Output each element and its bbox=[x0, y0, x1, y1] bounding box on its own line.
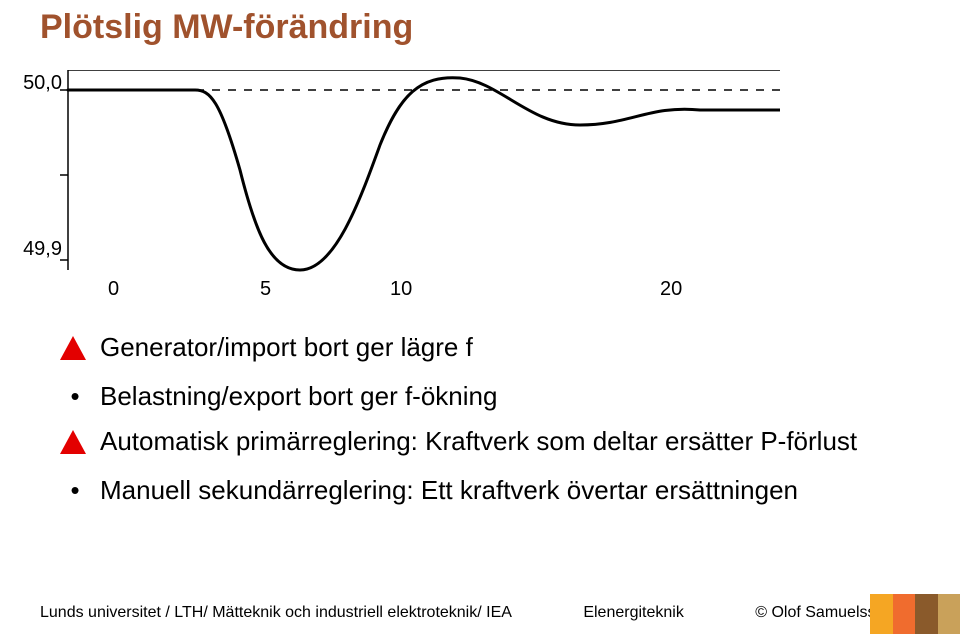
x-axis-label: 0 bbox=[108, 278, 119, 301]
list-item: Generator/import bort ger lägre f bbox=[60, 330, 900, 369]
corner-color-segment bbox=[915, 594, 938, 634]
x-axis-label: 10 bbox=[390, 278, 412, 301]
corner-color-segment bbox=[893, 594, 916, 634]
bullet-text: Manuell sekundärreglering: Ett kraftverk… bbox=[100, 473, 798, 508]
bullet-list: Generator/import bort ger lägre f • Belast… bbox=[60, 330, 900, 518]
bullet-text: Generator/import bort ger lägre f bbox=[100, 330, 473, 365]
x-axis-label: 20 bbox=[660, 278, 682, 301]
frequency-chart bbox=[60, 70, 780, 285]
bullet-dot-icon: • bbox=[60, 379, 90, 414]
corner-color-segment bbox=[938, 594, 960, 634]
footer-mid: Elenergiteknik bbox=[583, 604, 684, 622]
footer-left: Lunds universitet / LTH/ Mätteknik och i… bbox=[40, 604, 512, 622]
y-axis-lower-label: 49,9 bbox=[12, 238, 62, 261]
x-axis-label: 5 bbox=[260, 278, 271, 301]
list-item: • Manuell sekundärreglering: Ett kraftver… bbox=[60, 473, 900, 508]
y-axis-upper-label: 50,0 bbox=[12, 72, 62, 95]
slide-footer: Lunds universitet / LTH/ Mätteknik och i… bbox=[40, 604, 920, 622]
triangle-icon bbox=[60, 334, 90, 369]
list-item: Automatisk primärreglering: Kraftverk so… bbox=[60, 424, 900, 463]
page-title: Plötslig MW-förändring bbox=[40, 8, 413, 47]
corner-color-segment bbox=[870, 594, 893, 634]
triangle-icon bbox=[60, 428, 90, 463]
list-item: • Belastning/export bort ger f-ökning bbox=[60, 379, 900, 414]
title-text: Plötslig MW-förändring bbox=[40, 8, 413, 46]
corner-color-bar bbox=[870, 594, 960, 634]
bullet-dot-icon: • bbox=[60, 473, 90, 508]
bullet-text: Automatisk primärreglering: Kraftverk so… bbox=[100, 424, 857, 459]
bullet-text: Belastning/export bort ger f-ökning bbox=[100, 379, 497, 414]
